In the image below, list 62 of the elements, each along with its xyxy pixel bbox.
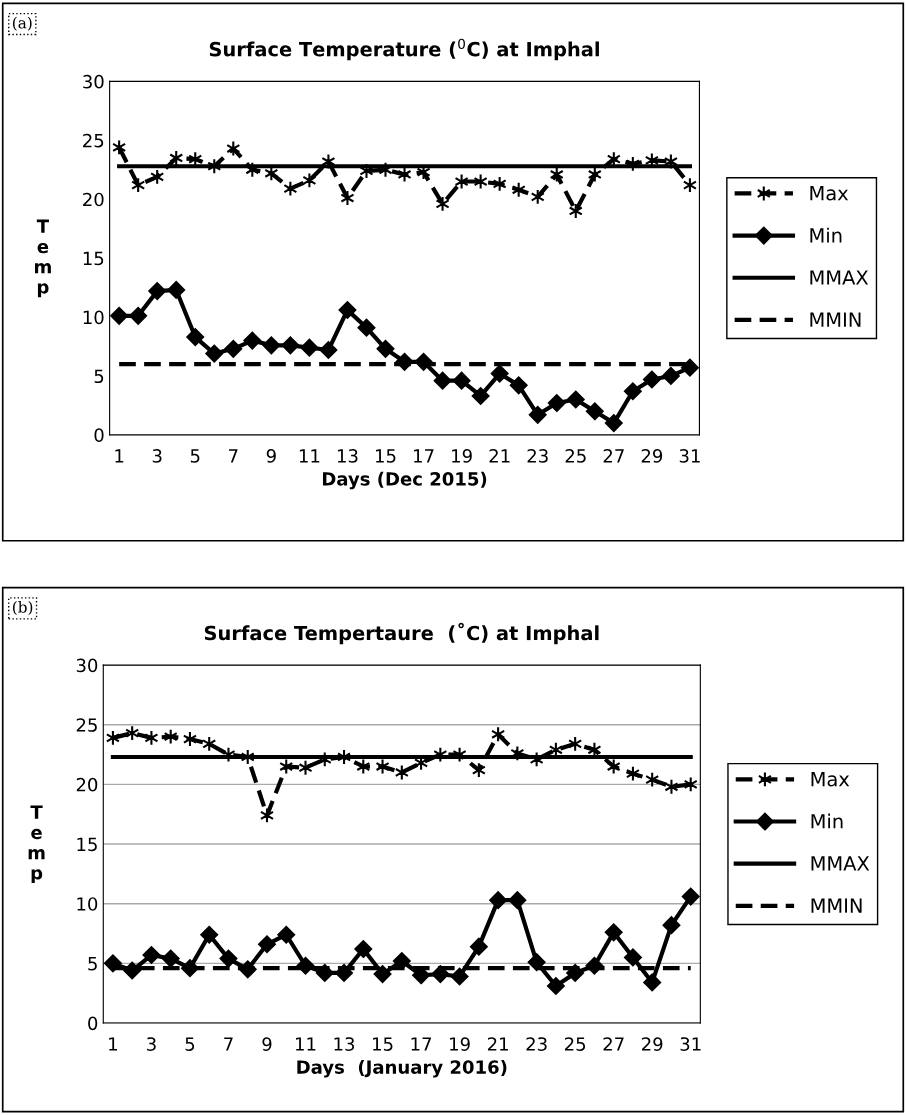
x-tick-label: 25 [565,449,586,463]
x-tick-label: 3 [147,1037,156,1051]
x-tick-label: 1 [115,449,124,463]
legend-label: MMAX [810,270,869,285]
y-tick-label: 20 [76,777,98,792]
legend-label: Min [811,813,843,829]
x-tick-label: 29 [641,449,663,463]
x-tick-label: 13 [334,1037,355,1051]
y-tick-label: 0 [94,428,104,442]
x-tick-label: 5 [190,449,200,463]
x-tick-label: 7 [224,1037,233,1051]
x-tick-label: 15 [376,449,396,463]
x-tick-label: 5 [185,1037,195,1051]
x-tick-label: 9 [262,1037,272,1051]
x-tick-label: 1 [109,1037,117,1051]
chart-title: Surface Temperature ($^{0}$C) at Imphal [209,38,599,61]
legend-label: MMIN [811,898,862,913]
x-tick-label: 21 [487,1037,508,1051]
x-tick-label: 3 [152,449,162,463]
x-tick-label: 19 [450,1037,470,1051]
y-tick-label: 10 [77,897,98,911]
legend-label: Max [810,186,849,201]
x-tick-label: 9 [266,449,276,463]
y-tick-label: 20 [83,192,104,207]
legend-label: MMIN [810,312,861,327]
x-tick-label: 7 [229,449,238,463]
y-tick-label: 25 [83,133,104,148]
y-tick-label: 15 [77,837,97,852]
x-tick-label: 23 [527,449,548,463]
y-tick-label: 5 [88,957,97,971]
y-tick-label: 5 [94,369,104,384]
y-tick-label: 15 [83,251,104,266]
x-axis-title: Days (January 2016) [297,1059,507,1078]
x-tick-label: 29 [642,1037,663,1051]
x-tick-label: 31 [680,1037,701,1051]
y-axis-title: Temp [28,805,45,884]
x-tick-label: 23 [526,1037,547,1051]
y-tick-label: 30 [76,658,98,673]
text: (a) [12,16,32,31]
y-tick-label: 0 [88,1016,98,1031]
x-tick-label: 31 [679,449,700,463]
x-tick-label: 11 [299,449,320,463]
y-tick-label: 10 [83,310,104,325]
x-tick-label: 17 [414,449,434,463]
y-tick-label: 30 [83,74,104,89]
y-tick-label: 25 [76,718,97,732]
x-tick-label: 13 [337,449,358,463]
x-tick-label: 11 [296,1037,316,1051]
text: (b) [12,600,33,615]
x-tick-label: 27 [603,449,624,463]
x-tick-label: 17 [411,1037,432,1051]
chart-title: Surface Tempertaure (˚C) at Imphal [204,622,599,645]
x-tick-label: 27 [603,1037,624,1051]
legend-label: MMAX [811,856,870,871]
x-tick-label: 25 [564,1037,586,1051]
legend-label: Min [810,227,842,243]
legend-label: Max [811,772,850,787]
x-tick-label: 19 [452,449,472,463]
x-axis-title: Days (Dec 2015) [322,471,487,490]
x-tick-label: 15 [373,1037,393,1051]
y-axis-title: Temp [34,219,51,298]
x-tick-label: 21 [489,449,510,463]
